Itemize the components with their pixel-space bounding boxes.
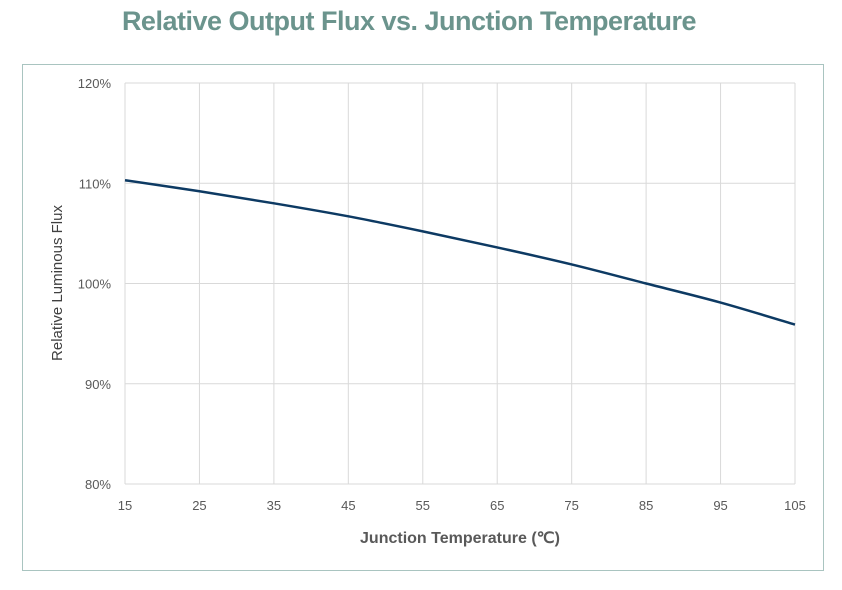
x-tick-label: 45 <box>341 498 355 513</box>
x-tick-label: 75 <box>564 498 578 513</box>
series-line <box>124 179 796 326</box>
x-tick-label: 55 <box>416 498 430 513</box>
x-tick-label: 65 <box>490 498 504 513</box>
x-tick-label: 25 <box>192 498 206 513</box>
y-tick-label: 90% <box>85 377 111 392</box>
x-tick-label: 35 <box>267 498 281 513</box>
y-tick-label: 100% <box>78 277 112 292</box>
y-axis-label: Relative Luminous Flux <box>49 205 66 361</box>
y-tick-label: 110% <box>79 176 112 191</box>
x-tick-label: 95 <box>713 498 727 513</box>
x-axis-label: Junction Temperature (℃) <box>360 530 560 547</box>
x-tick-label: 85 <box>639 498 653 513</box>
chart-frame <box>22 64 824 571</box>
chart-title: Relative Output Flux vs. Junction Temper… <box>121 6 697 36</box>
x-tick-label: 15 <box>118 498 132 513</box>
y-tick-label: 120% <box>78 76 112 91</box>
y-tick-label: 80% <box>85 477 111 492</box>
x-tick-label: 105 <box>784 498 806 513</box>
